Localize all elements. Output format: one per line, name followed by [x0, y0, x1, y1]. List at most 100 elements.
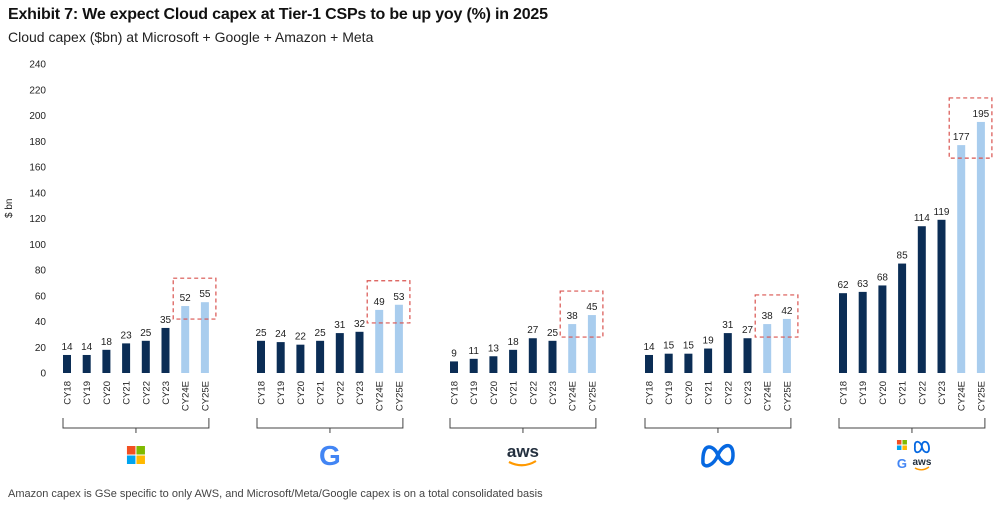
group-bracket [838, 418, 986, 433]
category-label: CY20 [489, 381, 500, 405]
data-label: 114 [914, 213, 930, 224]
data-label: 14 [81, 342, 93, 353]
category-label: CY22 [723, 381, 734, 405]
microsoft-logo-icon [136, 455, 145, 464]
data-label: 53 [393, 292, 405, 303]
data-label: 24 [275, 329, 287, 340]
y-tick-label: 180 [29, 137, 46, 148]
data-label: 38 [567, 311, 579, 322]
data-label: 19 [703, 336, 715, 347]
microsoft-logo-icon [902, 440, 907, 445]
bar [917, 226, 926, 373]
category-label: CY24E [763, 381, 774, 411]
category-label: CY19 [858, 381, 869, 405]
group-bracket [644, 418, 792, 433]
data-label: 25 [547, 328, 559, 339]
capex-bar-chart: 0 20 40 60 80 100 120 140 160 180 200 220 240 14 CY18 1… [29, 60, 993, 471]
category-label: CY23 [355, 381, 366, 405]
category-label: CY22 [528, 381, 539, 405]
data-label: 25 [255, 328, 267, 339]
data-label: 62 [837, 280, 849, 291]
data-label: 68 [877, 272, 889, 283]
category-label: CY20 [878, 381, 889, 405]
bar [161, 327, 170, 373]
bar [878, 285, 887, 373]
bar [723, 333, 732, 373]
data-label: 15 [683, 341, 695, 352]
data-label: 31 [722, 320, 734, 331]
bar [450, 361, 458, 373]
data-label: 13 [488, 343, 500, 354]
data-label: 119 [934, 207, 950, 218]
bar [335, 333, 344, 373]
bar [898, 263, 907, 373]
bar [394, 304, 403, 373]
category-label: CY20 [102, 381, 113, 405]
microsoft-logo-icon [136, 446, 145, 455]
bar [489, 356, 498, 373]
data-label: 85 [897, 251, 909, 262]
category-label: CY19 [664, 381, 675, 405]
microsoft-logo-icon [902, 445, 907, 450]
category-label: CY19 [276, 381, 287, 405]
category-label: CY20 [684, 381, 695, 405]
google-logo-icon: G [319, 440, 341, 471]
bar [548, 340, 557, 373]
footnote: Amazon capex is GSe specific to only AWS… [8, 488, 543, 500]
data-label: 27 [527, 325, 539, 336]
bar [587, 315, 596, 373]
category-label: CY23 [548, 381, 559, 405]
bar [276, 342, 285, 373]
bar [355, 331, 364, 373]
bar [743, 338, 752, 373]
category-label: CY25E [200, 381, 211, 411]
category-label: CY21 [898, 381, 909, 405]
category-label: CY24E [181, 381, 192, 411]
meta-logo-icon [914, 440, 930, 454]
bar [763, 324, 772, 373]
data-label: 52 [180, 293, 192, 304]
y-tick-label: 220 [29, 85, 46, 96]
data-label: 177 [953, 132, 970, 143]
bar [957, 145, 966, 373]
estimate-highlight-box [754, 294, 799, 338]
bar [858, 291, 867, 373]
data-label: 14 [643, 342, 655, 353]
bar [82, 354, 91, 373]
aws-smile-icon [914, 466, 930, 471]
y-tick-label: 200 [29, 111, 46, 122]
bar [664, 353, 673, 373]
chart-subtitle: Cloud capex ($bn) at Microsoft + Google … [8, 29, 374, 45]
category-label: CY18 [839, 381, 850, 405]
category-label: CY23 [937, 381, 948, 405]
data-label: 27 [742, 325, 754, 336]
data-label: 63 [857, 279, 869, 290]
data-label: 14 [61, 342, 73, 353]
category-label: CY24E [957, 381, 968, 411]
group-bracket [449, 418, 597, 433]
aws-smile-icon [508, 460, 537, 467]
aws-logo-icon: aws [912, 457, 931, 468]
data-label: 55 [199, 289, 211, 300]
y-tick-label: 0 [40, 369, 46, 380]
category-label: CY21 [509, 381, 520, 405]
category-label: CY24E [568, 381, 579, 411]
category-label: CY19 [469, 381, 480, 405]
bar [684, 353, 693, 373]
data-label: 45 [586, 302, 598, 313]
y-tick-label: 60 [35, 291, 47, 302]
bar [645, 354, 653, 373]
y-tick-label: 20 [35, 343, 47, 354]
y-tick-label: 240 [29, 60, 46, 71]
data-label: 18 [101, 337, 113, 348]
bar [257, 340, 265, 373]
bar [568, 324, 577, 373]
bar [528, 338, 537, 373]
data-label: 31 [334, 320, 346, 331]
data-label: 25 [315, 328, 327, 339]
bar [296, 344, 305, 373]
bar [782, 318, 791, 373]
category-label: CY25E [394, 381, 405, 411]
data-label: 23 [121, 330, 133, 341]
data-label: 35 [160, 315, 172, 326]
